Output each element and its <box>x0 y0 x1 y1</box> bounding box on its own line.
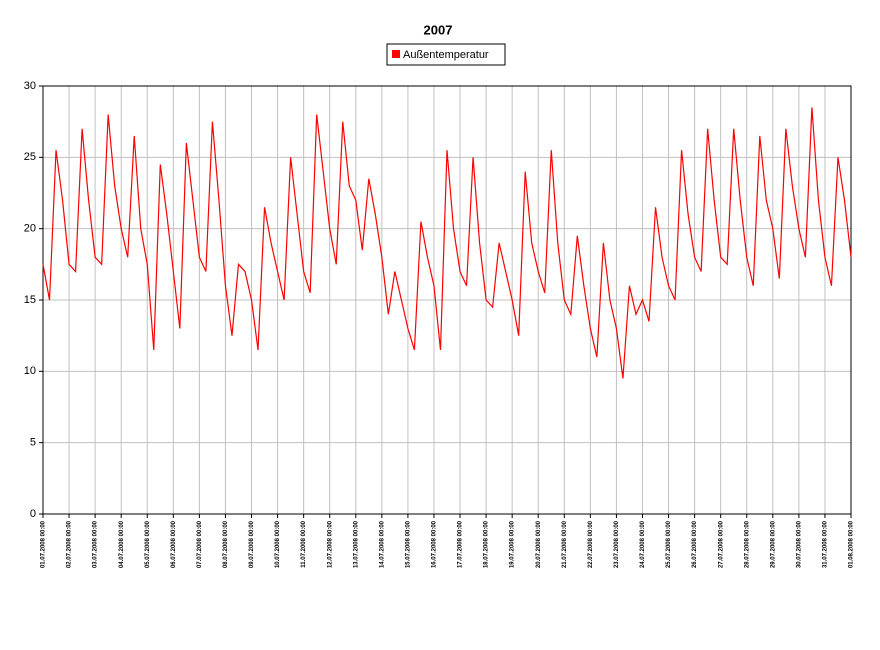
x-tick-label: 25.07.2008 00:00 <box>666 520 672 568</box>
y-tick-label: 20 <box>24 223 36 235</box>
x-tick-label: 09.07.2008 00:00 <box>249 520 255 568</box>
x-tick-label: 17.07.2008 00:00 <box>458 520 464 568</box>
x-tick-label: 11.07.2008 00:00 <box>301 520 307 567</box>
x-tick-label: 03.07.2008 00:00 <box>93 520 99 568</box>
x-tick-label: 30.07.2008 00:00 <box>796 520 802 568</box>
x-tick-label: 21.07.2008 00:00 <box>562 520 568 568</box>
x-tick-label: 13.07.2008 00:00 <box>353 520 359 568</box>
legend-swatch <box>392 50 400 58</box>
x-tick-label: 12.07.2008 00:00 <box>327 520 333 568</box>
x-tick-label: 05.07.2008 00:00 <box>145 520 151 568</box>
x-tick-label: 28.07.2008 00:00 <box>744 520 750 568</box>
y-tick-label: 25 <box>24 151 36 163</box>
x-tick-label: 29.07.2008 00:00 <box>770 520 776 568</box>
x-tick-label: 24.07.2008 00:00 <box>640 520 646 568</box>
x-tick-label: 14.07.2008 00:00 <box>379 520 385 568</box>
legend-label: Außentemperatur <box>403 49 489 61</box>
y-tick-label: 15 <box>24 294 36 306</box>
plot-border <box>42 85 852 515</box>
x-tick-label: 22.07.2008 00:00 <box>588 520 594 568</box>
x-tick-label: 27.07.2008 00:00 <box>718 520 724 568</box>
x-tick-label: 02.07.2008 00:00 <box>67 520 73 568</box>
x-tick-label: 23.07.2008 00:00 <box>614 520 620 568</box>
y-tick-label: 5 <box>30 437 36 449</box>
x-tick-label: 07.07.2008 00:00 <box>197 520 203 568</box>
x-tick-label: 16.07.2008 00:00 <box>432 520 438 568</box>
x-tick-label: 06.07.2008 00:00 <box>171 520 177 568</box>
legend-box <box>386 43 506 66</box>
y-tick-label: 10 <box>24 365 36 377</box>
x-tick-label: 18.07.2008 00:00 <box>484 520 490 568</box>
chart-title: 2007 <box>424 22 453 37</box>
y-tick-label: 0 <box>30 508 36 520</box>
data-line <box>42 107 852 379</box>
x-tick-label: 01.08.2008 00:00 <box>849 520 855 568</box>
x-tick-label: 20.07.2008 00:00 <box>536 520 542 568</box>
x-tick-label: 04.07.2008 00:00 <box>119 520 125 568</box>
x-tick-label: 26.07.2008 00:00 <box>692 520 698 568</box>
x-tick-label: 15.07.2008 00:00 <box>405 520 411 568</box>
x-tick-label: 19.07.2008 00:00 <box>510 520 516 568</box>
x-tick-label: 01.07.2008 00:00 <box>41 520 47 568</box>
x-tick-label: 08.07.2008 00:00 <box>223 520 229 568</box>
legend: Außentemperatur <box>386 43 506 66</box>
x-tick-label: 10.07.2008 00:00 <box>275 520 281 568</box>
y-tick-label: 30 <box>24 80 36 92</box>
x-tick-label: 31.07.2008 00:00 <box>823 520 829 568</box>
